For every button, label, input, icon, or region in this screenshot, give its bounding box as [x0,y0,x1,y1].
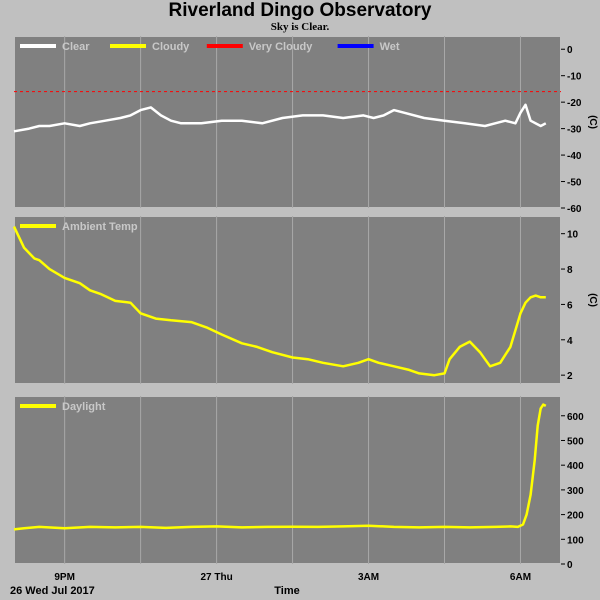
series-line-clear [13,103,547,133]
y-axis-label: (C) [587,293,598,307]
y-tick-label: 6 [567,300,573,311]
x-axis: 26 Wed Jul 2017 Time 9PM 27 Thu 3AM 6AM [10,572,531,597]
y-tick-label: 400 [567,461,584,472]
x-tick-label: 27 Thu [200,572,232,583]
y-tick-label: 600 [567,412,584,423]
legend-label: Ambient Temp [62,221,138,233]
y-tick-label: 8 [567,265,573,276]
y-tick-label: -60 [567,204,582,215]
x-axis-title: Time [274,585,299,597]
y-tick-label: 500 [567,436,584,447]
footer-date-label: 26 Wed Jul 2017 [10,585,95,597]
y-tick-label: -20 [567,98,582,109]
y-tick-label: 200 [567,511,584,522]
y-tick-label: 100 [567,535,584,546]
legend-label: Cloudy [152,41,190,53]
legend-label: Very Cloudy [249,41,313,53]
legend-label: Clear [62,41,90,53]
series-line-daylight [13,403,547,531]
page-title: Riverland Dingo Observatory [168,0,432,21]
series-line-ambient-temp [12,226,546,377]
x-tick-label: 3AM [358,572,379,583]
panel-background [13,35,562,209]
y-tick-label: -30 [567,125,582,136]
x-tick-label: 9PM [54,572,75,583]
y-tick-label: -50 [567,178,582,189]
panel-daylight: 0 100 200 300 400 500 600 Daylight [13,395,584,571]
panel-background [13,395,562,565]
y-tick-label: 10 [567,230,579,241]
y-tick-label: 4 [567,336,573,347]
y-tick-label: -10 [567,72,582,83]
y-tick-label: 0 [567,45,573,56]
panel-sky: 0 -10 -20 -30 -40 -50 -60 (C) Clear Cloudy Very Cl… [13,35,598,215]
y-tick-label: 300 [567,486,584,497]
x-tick-label: 6AM [510,572,531,583]
y-tick-label: 2 [567,371,573,382]
panel-background [13,215,562,385]
panels-layer: 0 -10 -20 -30 -40 -50 -60 (C) Clear Cloudy Very Cl… [12,35,598,571]
page-subtitle: Sky is Clear. [270,21,330,33]
legend-label: Daylight [62,401,106,413]
legend-label: Wet [380,41,400,53]
y-tick-label: -40 [567,151,582,162]
y-axis-label: (C) [587,115,598,129]
panel-ambient: 2 4 6 8 10 (C) Ambient Temp [12,215,598,385]
y-tick-label: 0 [567,560,573,571]
